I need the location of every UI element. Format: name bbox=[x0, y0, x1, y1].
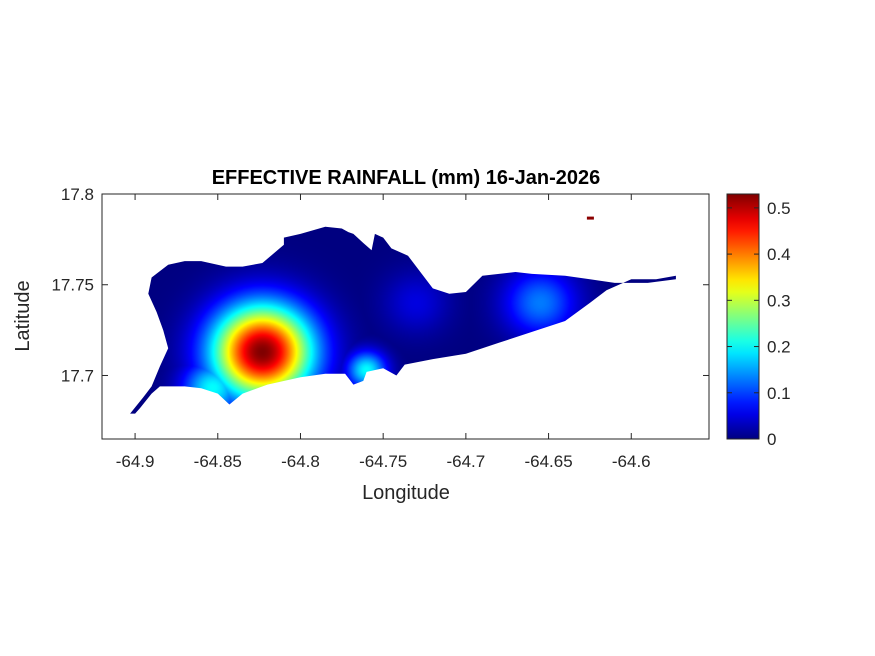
colorbar-tick-label: 0.4 bbox=[767, 245, 791, 264]
x-axis-label: Longitude bbox=[362, 482, 450, 504]
x-tick-label: -64.8 bbox=[281, 452, 320, 471]
colorbar-tick-label: 0.2 bbox=[767, 338, 791, 357]
x-tick-label: -64.9 bbox=[116, 452, 155, 471]
colorbar-fill bbox=[727, 194, 759, 439]
plot-area: -64.9 -64.85 -64.8 -64.75 -64.7 -64.65 -64.6 1… bbox=[51, 185, 710, 471]
rainfall-field bbox=[130, 226, 676, 414]
islet bbox=[586, 216, 594, 220]
y-tick-label: 17.7 bbox=[61, 366, 94, 385]
y-tick-label: 17.75 bbox=[51, 276, 94, 295]
colorbar-tick-label: 0.1 bbox=[767, 384, 791, 403]
colorbar-tick-label: 0.5 bbox=[767, 199, 791, 218]
colorbar-box bbox=[726, 193, 760, 440]
chart-title: EFFECTIVE RAINFALL (mm) 16-Jan-2026 bbox=[212, 167, 601, 189]
x-tick-label: -64.7 bbox=[446, 452, 485, 471]
colorbar-tick-label: 0.3 bbox=[767, 291, 791, 310]
colorbar-tick-label: 0 bbox=[767, 430, 776, 449]
x-tick-label: -64.85 bbox=[194, 452, 242, 471]
colorbar-ticks: 0 0.1 0.2 0.3 0.4 0.5 bbox=[727, 199, 791, 449]
y-axis: 17.7 17.75 17.8 bbox=[51, 185, 709, 385]
x-tick-label: -64.75 bbox=[359, 452, 407, 471]
x-axis: -64.9 -64.85 -64.8 -64.75 -64.7 -64.65 -64.6 bbox=[116, 194, 651, 471]
y-tick-label: 17.8 bbox=[61, 185, 94, 204]
y-axis-label: Latitude bbox=[12, 280, 34, 351]
colorbar: 0 0.1 0.2 0.3 0.4 0.5 bbox=[726, 193, 791, 449]
x-tick-label: -64.6 bbox=[612, 452, 651, 471]
axes-box bbox=[101, 193, 710, 440]
x-tick-label: -64.65 bbox=[524, 452, 572, 471]
